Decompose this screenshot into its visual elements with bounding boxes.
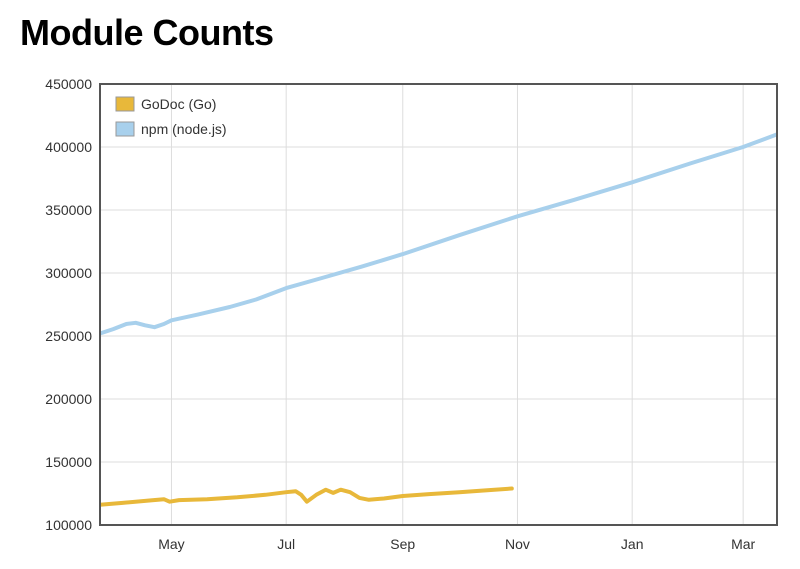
y-tick-label: 450000 [45, 76, 92, 92]
legend-label: GoDoc (Go) [141, 96, 216, 112]
x-tick-label: Jul [277, 536, 295, 552]
y-tick-label: 100000 [45, 517, 92, 533]
y-tick-label: 350000 [45, 202, 92, 218]
y-tick-label: 400000 [45, 139, 92, 155]
chart-title: Module Counts [20, 12, 274, 53]
x-tick-label: Nov [505, 536, 530, 552]
x-tick-label: Sep [390, 536, 415, 552]
series-layer [100, 132, 777, 507]
series-line-npm-node-js [100, 132, 777, 336]
legend: GoDoc (Go) npm (node.js) [115, 96, 227, 137]
y-tick-label: 300000 [45, 265, 92, 281]
legend-swatch [115, 96, 135, 112]
y-tick-label: 200000 [45, 391, 92, 407]
x-axis: May Jul Sep Nov Jan Mar [158, 536, 755, 552]
legend-swatch [115, 121, 135, 137]
series-line-godoc-go [100, 486, 514, 507]
y-tick-label: 150000 [45, 454, 92, 470]
y-tick-label: 250000 [45, 328, 92, 344]
y-axis: 100000 150000 200000 250000 300000 350000 4000… [45, 76, 92, 533]
plot-border [99, 83, 778, 526]
legend-label: npm (node.js) [141, 121, 227, 137]
x-tick-label: Jan [621, 536, 644, 552]
x-tick-label: May [158, 536, 184, 552]
x-tick-label: Mar [731, 536, 755, 552]
plot-background [100, 84, 777, 525]
